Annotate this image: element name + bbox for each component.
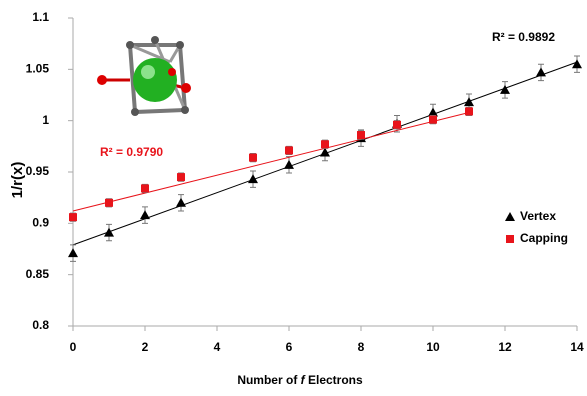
y-tick-label: 0.95 bbox=[26, 164, 50, 178]
data-point bbox=[357, 131, 365, 139]
x-tick-label: 10 bbox=[426, 340, 440, 354]
x-tick-label: 0 bbox=[70, 340, 77, 354]
data-point bbox=[141, 184, 149, 192]
data-point bbox=[104, 228, 114, 237]
trendline bbox=[73, 112, 469, 211]
molecule-illustration bbox=[97, 36, 191, 116]
y-axis-label: 1/r(x) bbox=[9, 162, 26, 199]
x-axis-label-part: Electrons bbox=[305, 373, 363, 387]
data-point bbox=[140, 210, 150, 219]
y-tick-label: 1.1 bbox=[32, 10, 49, 24]
x-tick-label: 4 bbox=[214, 340, 221, 354]
legend-label: Vertex bbox=[520, 209, 556, 223]
y-tick-label: 0.85 bbox=[26, 267, 50, 281]
data-point bbox=[176, 198, 186, 207]
legend-label: Capping bbox=[520, 231, 568, 245]
chart: 0.8 0.85 0.9 0.95 1 1.05 1.1 0 2 4 6 8 10 12 14 1/r(x) N… bbox=[0, 0, 587, 391]
x-tick-label: 6 bbox=[286, 340, 293, 354]
data-point bbox=[105, 199, 113, 207]
data-point bbox=[536, 67, 546, 76]
data-point bbox=[465, 107, 473, 115]
x-axis-label: Number of f Electrons bbox=[237, 373, 363, 387]
data-point bbox=[177, 173, 185, 181]
data-point bbox=[393, 121, 401, 129]
r-squared-label: R² = 0.9790 bbox=[100, 145, 163, 159]
r-squared-label: R² = 0.9892 bbox=[492, 30, 555, 44]
x-tick-label: 12 bbox=[498, 340, 512, 354]
data-point bbox=[69, 213, 77, 221]
data-point bbox=[429, 116, 437, 124]
x-tick-label: 2 bbox=[142, 340, 149, 354]
legend-marker bbox=[506, 235, 514, 243]
data-point bbox=[285, 146, 293, 154]
x-axis-label-part: Number of bbox=[237, 373, 300, 387]
data-point bbox=[68, 248, 78, 257]
y-tick-label: 1.05 bbox=[26, 62, 50, 76]
data-point bbox=[249, 154, 257, 162]
data-point bbox=[464, 97, 474, 106]
data-point bbox=[321, 140, 329, 148]
x-tick-label: 8 bbox=[358, 340, 365, 354]
y-tick-label: 1 bbox=[42, 113, 49, 127]
data-point bbox=[284, 160, 294, 169]
y-tick-label: 0.9 bbox=[32, 216, 49, 230]
x-tick-label: 14 bbox=[570, 340, 584, 354]
y-tick-label: 0.8 bbox=[32, 318, 49, 332]
legend-marker bbox=[505, 212, 515, 221]
